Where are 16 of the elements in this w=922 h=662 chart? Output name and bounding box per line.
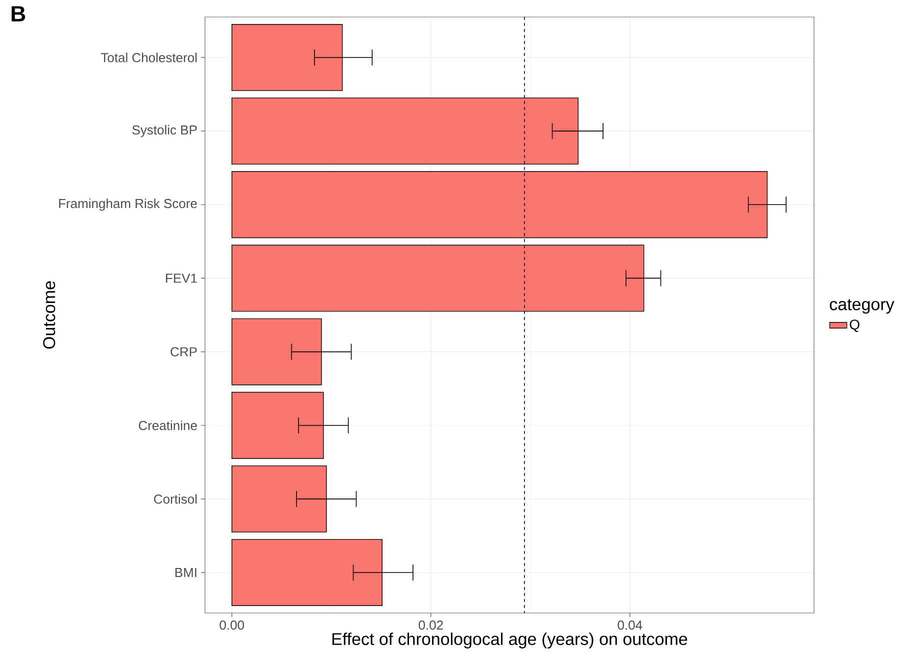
x-axis-title: Effect of chronologocal age (years) on outcome	[332, 632, 688, 648]
y-tick-label: BMI	[175, 568, 196, 577]
y-tick-label: Creatinine	[138, 420, 197, 430]
y-tick-label: FEV1	[166, 274, 197, 283]
y-tick-label: Cortisol	[154, 494, 197, 504]
legend-title: category	[830, 299, 894, 314]
legend-label: Q	[850, 320, 860, 332]
y-tick-label: Framingham Risk Score	[59, 198, 197, 211]
x-tick-label: 0.02	[418, 620, 443, 630]
x-tick-label: 0.00	[220, 620, 244, 630]
x-tick-label: 0.04	[618, 620, 642, 630]
text: B	[12, 6, 26, 22]
y-tick-label: Systolic BP	[132, 124, 197, 138]
y-axis-title: Outcome	[43, 281, 56, 349]
y-tick-label: CRP	[170, 347, 197, 356]
y-tick-label: Total Cholesterol	[100, 52, 197, 62]
